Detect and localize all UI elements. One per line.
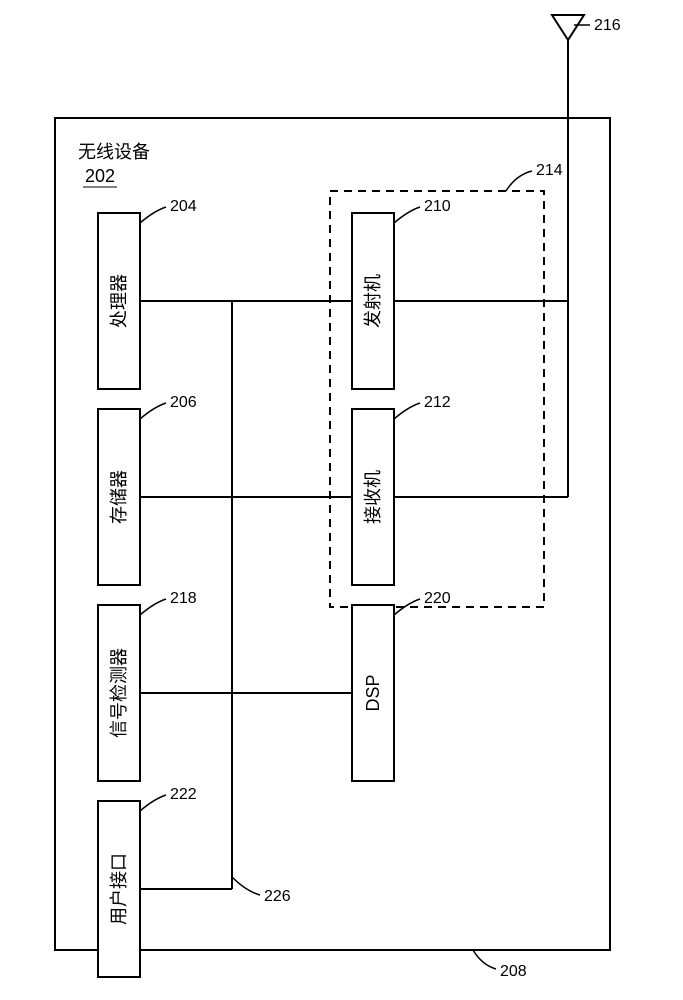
svg-text:226: 226 [264,888,291,905]
signal-detector-block: 信号检测器 218 [98,590,232,781]
svg-text:210: 210 [424,198,451,215]
svg-text:220: 220 [424,590,451,607]
dsp-block: DSP 220 [232,590,451,781]
svg-text:208: 208 [500,963,527,980]
svg-text:214: 214 [536,162,563,179]
svg-text:接收机: 接收机 [363,470,383,524]
svg-text:信号检测器: 信号检测器 [109,648,129,738]
receiver-block: 接收机 212 [232,394,451,585]
svg-text:216: 216 [594,17,621,34]
transmitter-block: 发射机 210 [232,198,451,389]
svg-text:218: 218 [170,590,197,607]
svg-text:存储器: 存储器 [109,470,129,524]
svg-text:发射机: 发射机 [363,274,383,328]
svg-text:222: 222 [170,786,197,803]
block-diagram: 无线设备 202 208 226 处理器 204 存储器 206 信号检测器 218 用户接口 222… [0,0,683,1000]
svg-text:204: 204 [170,198,197,215]
svg-text:212: 212 [424,394,451,411]
svg-text:202: 202 [85,166,115,186]
svg-text:DSP: DSP [363,674,383,711]
svg-text:用户接口: 用户接口 [109,853,129,925]
user-interface-block: 用户接口 222 [98,786,232,977]
svg-text:处理器: 处理器 [109,274,129,328]
processor-block: 处理器 204 [98,198,232,389]
svg-text:206: 206 [170,394,197,411]
memory-block: 存储器 206 [98,394,232,585]
antenna-icon [552,15,584,40]
svg-text:无线设备: 无线设备 [78,142,150,162]
